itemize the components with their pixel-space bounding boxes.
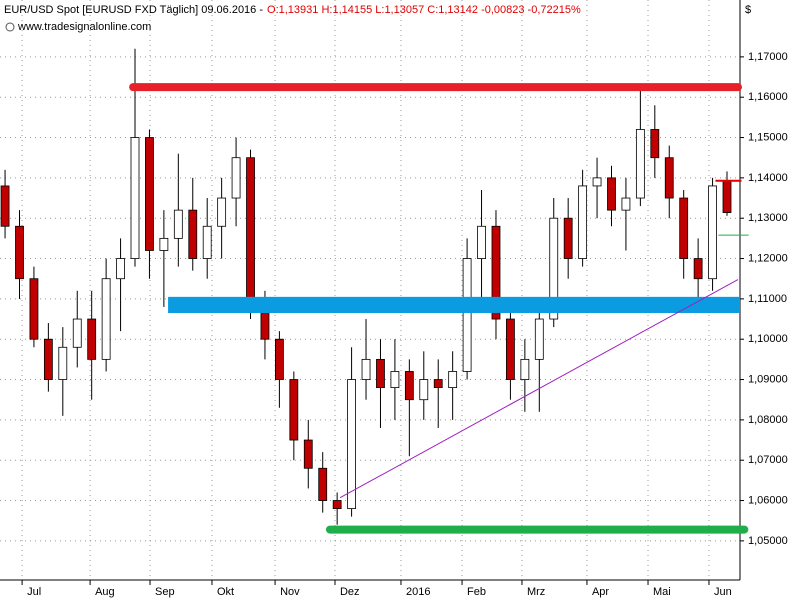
candle-body xyxy=(145,137,154,251)
candle-body xyxy=(289,379,299,441)
x-tick-label: Jul xyxy=(27,586,41,598)
x-tick-label: Sep xyxy=(155,586,175,598)
candle-body xyxy=(563,217,573,259)
candle-body xyxy=(361,358,371,380)
candle-body xyxy=(635,129,645,199)
source-icon xyxy=(5,22,15,32)
source: www.tradesignalonline.com xyxy=(17,21,151,33)
quote: O:1,13931 H:1,14155 L:1,13057 C:1,13142 … xyxy=(267,4,581,16)
candle-body xyxy=(246,157,255,300)
candle-body xyxy=(592,177,602,187)
x-tick-label: Okt xyxy=(217,586,234,598)
candle-body xyxy=(404,371,414,401)
candle-body xyxy=(607,177,616,211)
candle-body xyxy=(462,258,472,372)
candle-body xyxy=(390,371,400,389)
candle-body xyxy=(376,358,385,389)
y-tick-label: 1,14000 xyxy=(748,172,788,184)
candle-body xyxy=(491,225,501,320)
candle-body xyxy=(202,225,212,259)
annotations xyxy=(129,83,749,534)
candle-body xyxy=(101,278,111,360)
candle-body xyxy=(679,197,689,259)
candle-body xyxy=(318,467,328,501)
y-tick-label: 1,16000 xyxy=(748,91,788,103)
candle-body xyxy=(29,278,39,340)
candle-body xyxy=(130,137,140,259)
candle-body xyxy=(231,157,241,199)
candle-body xyxy=(15,225,24,280)
chart-title: EUR/USD Spot [EURUSD FXD Täglich] 09.06.… xyxy=(4,4,263,16)
x-tick-label: Mrz xyxy=(527,586,545,598)
candle-body xyxy=(58,346,68,380)
x-tick-label: Dez xyxy=(340,586,360,598)
candle-body xyxy=(506,318,515,380)
currency-label: $ xyxy=(745,4,751,16)
candle-body xyxy=(520,358,530,380)
candle-body xyxy=(274,338,284,380)
candle-body xyxy=(621,197,631,211)
candle-body xyxy=(419,379,429,401)
candle-body xyxy=(159,237,169,251)
x-tick-label: Apr xyxy=(592,586,609,598)
candle-body xyxy=(693,258,703,280)
y-tick-label: 1,10000 xyxy=(748,333,788,345)
y-tick-label: 1,17000 xyxy=(748,51,788,63)
candle-body xyxy=(708,185,717,280)
candle-body xyxy=(722,180,732,213)
y-tick-label: 1,13000 xyxy=(748,212,788,224)
candle-body xyxy=(650,129,660,159)
y-tick-label: 1,08000 xyxy=(748,414,788,426)
candle-body xyxy=(477,225,486,259)
candle-body xyxy=(217,197,227,227)
x-tick-label: 2016 xyxy=(406,586,430,598)
y-tick-label: 1,06000 xyxy=(748,494,788,506)
x-tick-label: Mai xyxy=(653,586,671,598)
candle-body xyxy=(534,318,544,360)
x-tick-label: Feb xyxy=(467,586,486,598)
candle-body xyxy=(448,371,458,389)
y-tick-label: 1,15000 xyxy=(748,131,788,143)
candle-body xyxy=(0,185,10,227)
candle-body xyxy=(72,318,82,348)
support-band xyxy=(168,296,740,313)
y-tick-label: 1,11000 xyxy=(748,293,787,305)
candle-body xyxy=(578,185,588,259)
y-tick-label: 1,09000 xyxy=(748,373,788,385)
x-tick-label: Aug xyxy=(95,586,115,598)
candle-body xyxy=(433,379,443,389)
candle-body xyxy=(303,439,313,469)
candle-body xyxy=(116,258,125,280)
candle-body xyxy=(664,157,674,199)
x-tick-label: Jun xyxy=(714,586,732,598)
candle-body xyxy=(43,338,53,380)
candle-body xyxy=(188,209,198,259)
y-tick-label: 1,05000 xyxy=(748,535,788,547)
candle-body xyxy=(347,379,356,510)
labels: EUR/USD Spot [EURUSD FXD Täglich] 09.06.… xyxy=(4,4,788,598)
candle-body xyxy=(549,217,559,320)
y-tick-label: 1,12000 xyxy=(748,252,788,264)
marks xyxy=(0,48,732,525)
candle-body xyxy=(173,209,183,239)
x-tick-label: Nov xyxy=(280,586,300,598)
candle-body xyxy=(87,318,97,360)
y-tick-label: 1,07000 xyxy=(748,454,788,466)
annotation-line xyxy=(339,279,739,499)
candle-body xyxy=(332,500,342,510)
